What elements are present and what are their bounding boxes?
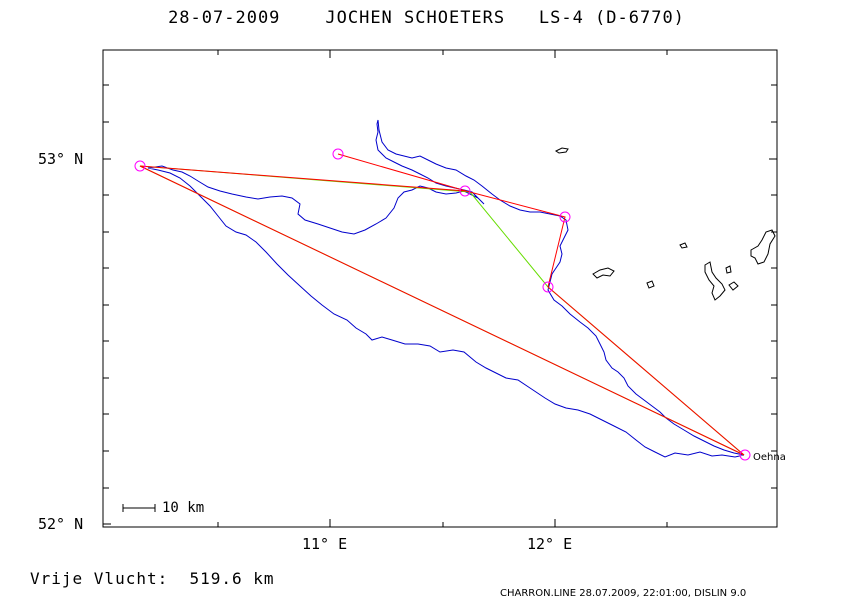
turnpoint-marker — [542, 281, 554, 293]
x-tick-label: 11° E — [302, 535, 348, 553]
scale-bar-label: 10 km — [162, 500, 205, 516]
footer-info: CHARRON.LINE 28.07.2009, 22:01:00, DISLI… — [500, 588, 747, 599]
turnpoint-marker — [739, 449, 751, 461]
turnpoint-marker — [134, 160, 146, 172]
tick-marks — [103, 50, 777, 527]
flight-distance: Vrije Vlucht: 519.6 km — [30, 569, 275, 588]
turnpoint-marker — [332, 148, 344, 160]
y-tick-label: 53° N — [38, 150, 84, 168]
turnpoint-marker — [559, 211, 571, 223]
y-tick-label: 52° N — [38, 515, 84, 533]
scale-bar — [122, 504, 156, 512]
map-title: 28-07-2009 JOCHEN SCHOETERS LS-4 (D-6770… — [168, 8, 685, 28]
task-lines — [139, 153, 745, 456]
water-bodies — [555, 147, 776, 301]
map-frame — [102, 49, 778, 528]
place-label: Oehna — [753, 452, 786, 463]
flight-distance-value: 519.6 km — [189, 569, 275, 588]
turnpoints — [134, 148, 751, 461]
x-tick-label: 12° E — [527, 535, 573, 553]
flight-distance-label: Vrije Vlucht: — [30, 569, 169, 588]
turnpoint-marker — [459, 185, 471, 197]
flight-track — [147, 119, 745, 458]
